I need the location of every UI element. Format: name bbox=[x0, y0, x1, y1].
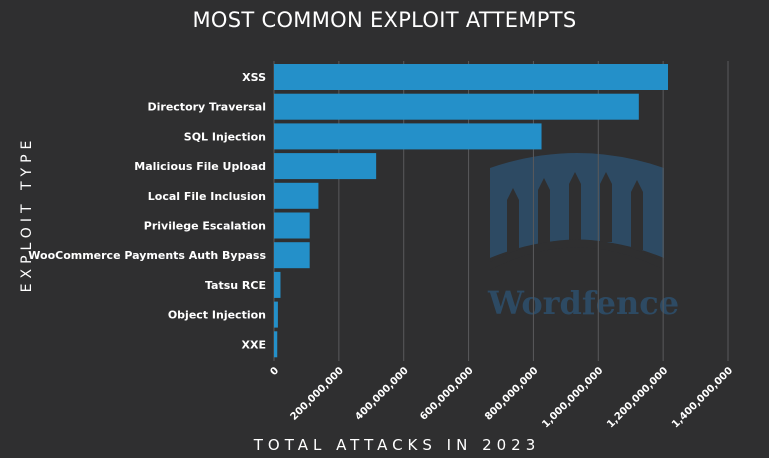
category-label-5: Privilege Escalation bbox=[144, 220, 266, 233]
category-label-8: Object Injection bbox=[168, 309, 266, 322]
category-label-7: Tatsu RCE bbox=[205, 279, 266, 292]
category-label-0: XSS bbox=[242, 71, 266, 84]
x-tick-label-7: 1,400,000,000 bbox=[670, 365, 735, 430]
wordfence-watermark: Wordfence bbox=[487, 153, 679, 322]
category-label-6: WooCommerce Payments Auth Bypass bbox=[28, 249, 266, 262]
bar-3 bbox=[274, 153, 377, 180]
chart-title: MOST COMMON EXPLOIT ATTEMPTS bbox=[192, 8, 577, 32]
x-tick-label-0: 0 bbox=[268, 365, 281, 378]
category-label-1: Directory Traversal bbox=[148, 101, 267, 114]
x-tick-label-6: 1,200,000,000 bbox=[605, 365, 670, 430]
x-tick-label-5: 1,000,000,000 bbox=[540, 365, 605, 430]
bar-6 bbox=[274, 242, 310, 269]
bar-7 bbox=[274, 271, 281, 298]
bars bbox=[274, 64, 669, 358]
bar-9 bbox=[274, 331, 278, 358]
x-tick-label-1: 200,000,000 bbox=[289, 365, 346, 422]
bar-1 bbox=[274, 93, 639, 120]
bar-4 bbox=[274, 182, 319, 209]
watermark-text: Wordfence bbox=[487, 284, 679, 322]
bar-5 bbox=[274, 212, 310, 239]
x-tick-label-4: 800,000,000 bbox=[483, 365, 540, 422]
category-label-4: Local File Inclusion bbox=[148, 190, 266, 203]
category-label-2: SQL Injection bbox=[184, 130, 266, 143]
category-label-3: Malicious File Upload bbox=[134, 160, 266, 173]
bar-8 bbox=[274, 301, 278, 328]
x-tick-label-2: 400,000,000 bbox=[353, 365, 410, 422]
x-axis-label: TOTAL ATTACKS IN 2023 bbox=[253, 436, 541, 454]
category-labels: XSS Directory Traversal SQL Injection Malic… bbox=[28, 71, 266, 351]
bar-2 bbox=[274, 123, 542, 150]
x-tick-labels: 0 200,000,000 400,000,000 600,000,000 800,00… bbox=[268, 365, 735, 430]
bar-0 bbox=[274, 64, 669, 90]
category-label-9: XXE bbox=[242, 338, 266, 351]
x-tick-label-3: 600,000,000 bbox=[418, 365, 475, 422]
